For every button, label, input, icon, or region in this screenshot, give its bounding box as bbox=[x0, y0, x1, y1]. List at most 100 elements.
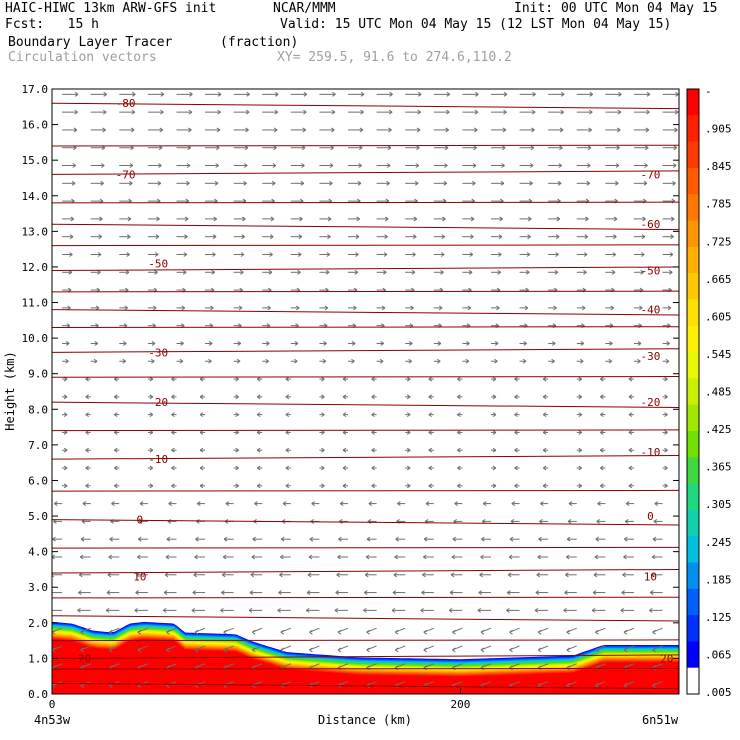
vector-arrow bbox=[176, 269, 187, 275]
vector-arrow bbox=[548, 358, 555, 364]
vector-arrow bbox=[108, 645, 120, 653]
vector-arrow bbox=[166, 536, 177, 542]
vector-arrow bbox=[376, 305, 386, 311]
vector-arrow bbox=[319, 394, 325, 400]
vector-arrow bbox=[193, 572, 206, 578]
vector-arrow bbox=[196, 501, 206, 507]
circulation-vectors bbox=[52, 91, 679, 688]
vector-arrow bbox=[147, 252, 159, 257]
vector-arrow bbox=[600, 412, 606, 418]
vector-arrow bbox=[576, 358, 584, 364]
vector-arrow bbox=[576, 91, 594, 97]
vector-arrow bbox=[363, 607, 377, 613]
vector-arrow bbox=[176, 145, 191, 151]
vector-arrow bbox=[85, 465, 91, 471]
vector-arrow bbox=[428, 483, 434, 489]
vector-arrow bbox=[576, 305, 586, 311]
vector-arrow bbox=[624, 536, 634, 542]
vector-arrow bbox=[576, 376, 583, 382]
vector-arrow bbox=[342, 412, 349, 418]
vector-arrow bbox=[605, 109, 622, 115]
vector-arrow bbox=[600, 394, 606, 400]
vector-arrow bbox=[565, 572, 577, 578]
contour-line bbox=[52, 429, 679, 432]
colorbar-label: .305 bbox=[705, 498, 732, 511]
vector-arrow bbox=[285, 483, 291, 489]
vector-arrow bbox=[85, 447, 91, 453]
vector-arrow bbox=[290, 341, 299, 346]
contour-line bbox=[52, 654, 679, 659]
vector-arrow bbox=[393, 572, 406, 578]
vector-arrow bbox=[462, 109, 479, 115]
vector-arrow bbox=[221, 590, 234, 595]
contour-label: -50 bbox=[640, 265, 660, 278]
vector-arrow bbox=[605, 127, 621, 133]
vector-arrow bbox=[457, 430, 463, 435]
vector-arrow bbox=[595, 681, 606, 688]
colorbar-swatch bbox=[687, 273, 699, 300]
vector-arrow bbox=[490, 412, 497, 418]
vector-arrow bbox=[233, 358, 241, 364]
field-name: Boundary Layer Tracer bbox=[8, 35, 173, 50]
vector-arrow bbox=[205, 234, 217, 240]
vector-arrow bbox=[507, 590, 520, 595]
vector-arrow bbox=[82, 501, 91, 507]
vector-arrow bbox=[433, 127, 449, 133]
x-axis: 0 200 bbox=[49, 688, 470, 711]
vector-arrow bbox=[594, 554, 606, 560]
vector-arrow bbox=[205, 145, 220, 151]
vector-arrow bbox=[405, 216, 418, 222]
vector-arrow bbox=[205, 127, 221, 133]
vector-arrow bbox=[62, 252, 73, 257]
vector-arrow bbox=[428, 465, 434, 471]
vector-arrow bbox=[509, 536, 520, 542]
vector-arrow bbox=[490, 145, 506, 151]
vector-arrow bbox=[233, 180, 247, 186]
vector-arrow bbox=[548, 180, 562, 186]
vector-arrow bbox=[90, 269, 101, 275]
vector-arrow bbox=[233, 305, 243, 311]
right-endpoint-label: 6n51w bbox=[642, 713, 679, 727]
vector-arrow bbox=[290, 180, 305, 186]
vector-arrow bbox=[576, 394, 583, 400]
y-tick-label: 9.0 bbox=[28, 368, 48, 381]
vector-arrow bbox=[477, 607, 491, 613]
y-axis-label: Height (km) bbox=[3, 351, 17, 430]
vector-arrow bbox=[336, 572, 349, 578]
vector-arrow bbox=[308, 554, 320, 560]
vector-arrow bbox=[623, 681, 635, 688]
vector-arrow bbox=[248, 607, 263, 613]
contour-label: -80 bbox=[116, 97, 136, 110]
vector-arrow bbox=[119, 91, 136, 97]
vector-arrow bbox=[514, 483, 520, 489]
vector-arrow bbox=[113, 483, 120, 489]
vector-arrow bbox=[433, 216, 446, 222]
vector-arrow bbox=[633, 252, 645, 257]
colorbar-label: .245 bbox=[705, 536, 732, 549]
vector-arrow bbox=[62, 180, 76, 186]
vector-arrow bbox=[348, 269, 358, 275]
vector-arrow bbox=[519, 358, 527, 364]
contour-label: 10 bbox=[133, 571, 146, 584]
vector-arrow bbox=[199, 465, 206, 471]
vector-arrow bbox=[576, 430, 583, 435]
vector-arrow bbox=[605, 234, 617, 240]
valid-time: Valid: 15 UTC Mon 04 May 15 (12 LST Mon … bbox=[280, 17, 672, 32]
vector-arrow bbox=[462, 341, 470, 346]
vector-arrow bbox=[662, 163, 677, 168]
colorbar-label: .785 bbox=[705, 198, 732, 211]
vector-arrow bbox=[490, 376, 497, 382]
vector-arrow bbox=[192, 590, 206, 595]
vector-arrow bbox=[605, 252, 616, 257]
vector-arrow bbox=[348, 127, 364, 133]
vector-arrow bbox=[622, 572, 634, 578]
vector-arrow bbox=[137, 536, 148, 542]
vector-arrow bbox=[548, 91, 565, 97]
vector-arrow bbox=[278, 590, 291, 595]
contour-line bbox=[52, 144, 679, 147]
vector-arrow bbox=[85, 394, 91, 400]
vector-arrow bbox=[62, 465, 68, 471]
vector-arrow bbox=[348, 234, 360, 240]
vector-arrow bbox=[205, 269, 216, 275]
vector-arrow bbox=[452, 645, 463, 653]
